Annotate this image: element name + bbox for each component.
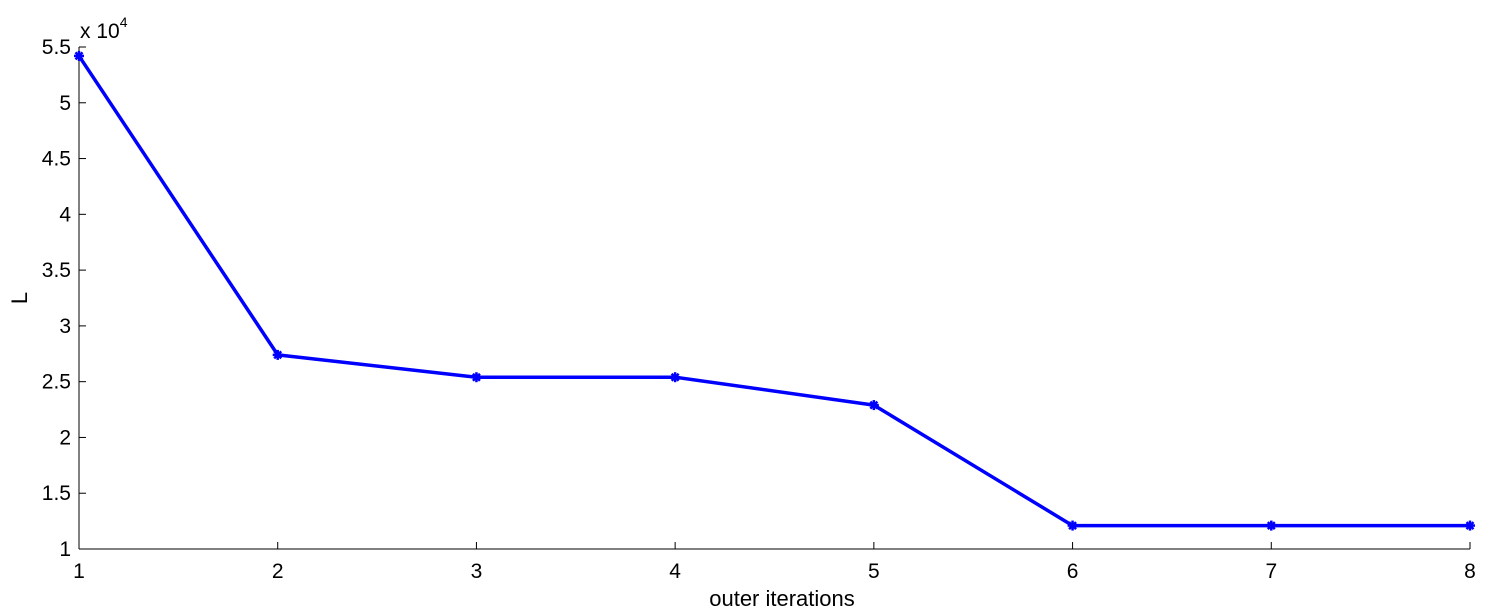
- plot-area: 1 2 3 4 5 6 7 8 1 1.5 2 2.5 3 3.5 4 4.5 5 5.5: [42, 36, 1476, 583]
- x-tick-label: 5: [868, 560, 880, 583]
- y-tick-label: 1: [59, 538, 71, 561]
- x-tick-label: 2: [272, 560, 284, 583]
- y-tick-label: 2: [59, 426, 71, 449]
- x-ticks: 1 2 3 4 5 6 7 8: [73, 542, 1476, 583]
- x-tick-label: 4: [669, 560, 681, 583]
- series-layer: [74, 50, 1475, 531]
- x-tick-label: 7: [1265, 560, 1277, 583]
- x-axis-title: outer iterations: [709, 586, 855, 611]
- x-tick-label: 6: [1067, 560, 1079, 583]
- y-tick-label: 1.5: [42, 482, 71, 505]
- x-tick-label: 1: [73, 560, 85, 583]
- data-point-marker: [1465, 520, 1475, 531]
- data-point-marker: [1266, 520, 1277, 531]
- y-tick-label: 3.5: [42, 259, 71, 282]
- data-point-marker: [1067, 520, 1078, 531]
- y-tick-label: 4.5: [42, 148, 71, 171]
- y-ticks: 1 1.5 2 2.5 3 3.5 4 4.5 5 5.5: [42, 36, 86, 561]
- y-axis-title: L: [7, 292, 32, 304]
- data-point-marker: [868, 400, 879, 411]
- y-tick-label: 4: [59, 203, 71, 226]
- x-tick-label: 8: [1464, 560, 1476, 583]
- data-point-marker: [272, 349, 283, 360]
- data-point-marker: [471, 372, 482, 383]
- series-line: [77, 54, 1470, 528]
- y-tick-label: 5.5: [42, 36, 71, 59]
- y-tick-label: 5: [59, 92, 71, 115]
- data-point-marker: [670, 372, 681, 383]
- y-tick-label: 3: [59, 315, 71, 338]
- y-tick-label: 2.5: [42, 371, 71, 394]
- y-multiplier: x 104: [80, 14, 128, 43]
- x-tick-label: 3: [471, 560, 483, 583]
- data-point-marker: [74, 50, 84, 61]
